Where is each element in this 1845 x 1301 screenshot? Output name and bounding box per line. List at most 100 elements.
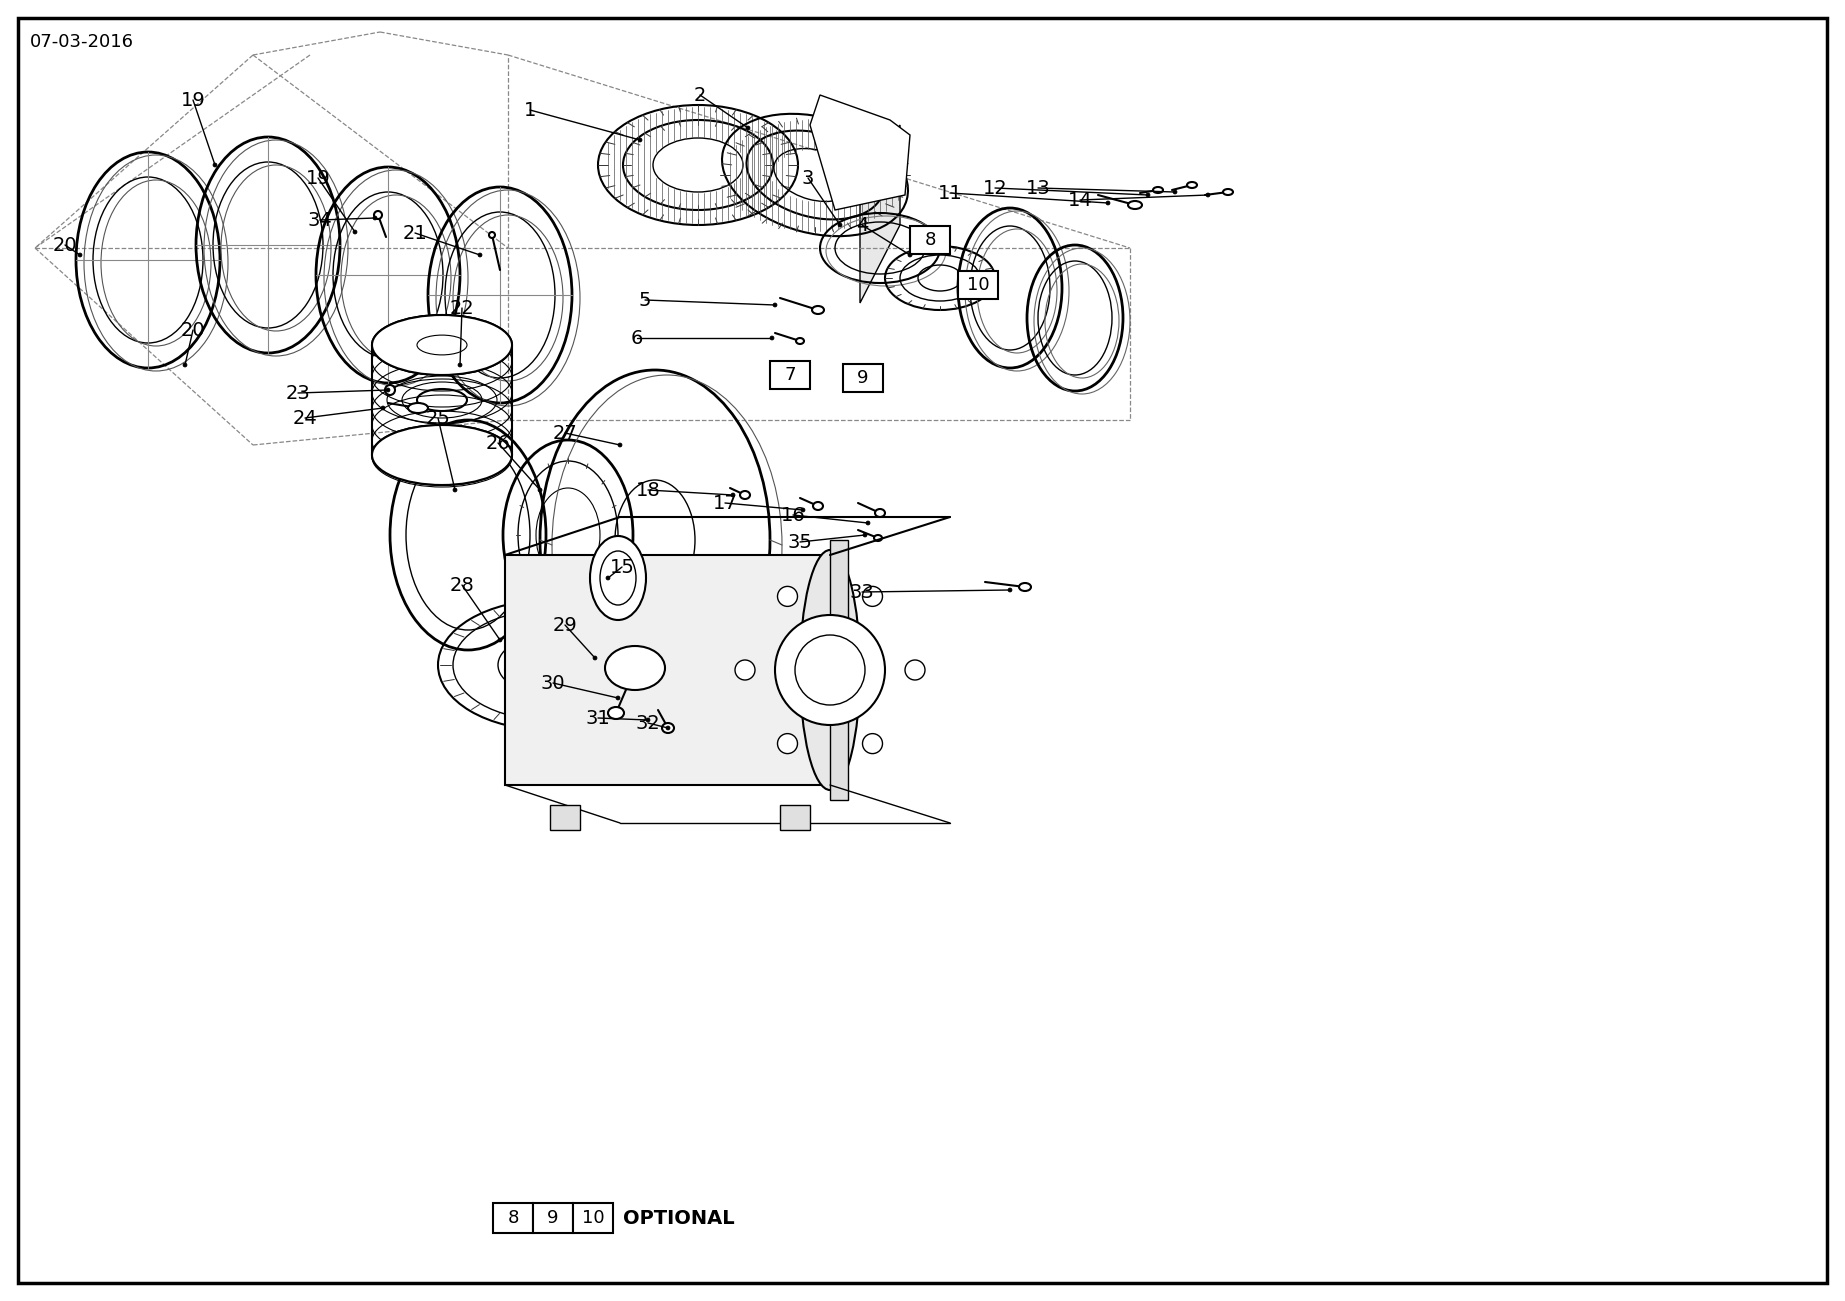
Text: 20: 20 — [54, 235, 77, 255]
Ellipse shape — [539, 488, 542, 492]
Text: 32: 32 — [637, 713, 661, 732]
Text: 5: 5 — [638, 290, 651, 310]
Bar — [843, 364, 884, 392]
Ellipse shape — [773, 303, 777, 307]
Ellipse shape — [875, 509, 886, 516]
Ellipse shape — [373, 216, 376, 220]
Text: 8: 8 — [924, 232, 935, 248]
Text: 3: 3 — [803, 169, 814, 187]
Text: 28: 28 — [450, 575, 474, 595]
Ellipse shape — [777, 734, 797, 753]
Ellipse shape — [908, 252, 911, 258]
Ellipse shape — [731, 493, 734, 497]
Ellipse shape — [382, 406, 386, 410]
Ellipse shape — [616, 696, 620, 700]
Text: 12: 12 — [983, 178, 1007, 198]
Text: 24: 24 — [293, 409, 317, 428]
Ellipse shape — [795, 338, 804, 343]
Ellipse shape — [592, 656, 598, 660]
Ellipse shape — [212, 163, 218, 167]
Bar — [493, 1203, 533, 1233]
Ellipse shape — [183, 363, 186, 367]
Text: 6: 6 — [631, 328, 644, 347]
Text: 11: 11 — [937, 183, 963, 203]
Text: 2: 2 — [694, 86, 707, 104]
Ellipse shape — [666, 726, 670, 730]
Ellipse shape — [605, 576, 611, 580]
Polygon shape — [860, 125, 900, 303]
Ellipse shape — [646, 718, 649, 722]
Ellipse shape — [906, 660, 924, 680]
Text: 34: 34 — [308, 211, 332, 229]
Text: 20: 20 — [181, 320, 205, 340]
Ellipse shape — [734, 660, 755, 680]
Ellipse shape — [1007, 588, 1013, 592]
Ellipse shape — [1153, 187, 1162, 193]
Text: 9: 9 — [858, 369, 869, 386]
Text: 07-03-2016: 07-03-2016 — [30, 33, 135, 51]
Ellipse shape — [801, 507, 804, 513]
Ellipse shape — [352, 230, 356, 234]
Text: 9: 9 — [548, 1209, 559, 1227]
Text: 15: 15 — [609, 558, 635, 576]
Ellipse shape — [775, 615, 886, 725]
Bar — [780, 805, 810, 830]
Bar — [958, 271, 998, 299]
Polygon shape — [506, 556, 830, 785]
Ellipse shape — [77, 252, 81, 258]
Ellipse shape — [769, 336, 775, 340]
Ellipse shape — [801, 550, 860, 790]
Text: 19: 19 — [306, 169, 330, 187]
Ellipse shape — [740, 490, 751, 500]
Text: 27: 27 — [554, 424, 577, 442]
Ellipse shape — [498, 637, 502, 641]
Ellipse shape — [1018, 583, 1031, 591]
Ellipse shape — [600, 552, 637, 605]
Text: 4: 4 — [856, 216, 869, 234]
Text: 14: 14 — [1068, 190, 1092, 209]
Text: 1: 1 — [524, 100, 537, 120]
Ellipse shape — [1105, 200, 1111, 206]
Text: 35: 35 — [788, 532, 812, 552]
Text: 23: 23 — [286, 384, 310, 402]
Ellipse shape — [875, 535, 882, 541]
Ellipse shape — [865, 520, 871, 526]
Text: 19: 19 — [181, 91, 205, 109]
Bar — [574, 1203, 613, 1233]
Ellipse shape — [506, 602, 734, 738]
Ellipse shape — [386, 385, 395, 396]
Polygon shape — [810, 95, 910, 209]
Ellipse shape — [373, 425, 513, 485]
Ellipse shape — [618, 444, 622, 448]
Ellipse shape — [478, 252, 482, 258]
Text: 29: 29 — [554, 615, 577, 635]
Ellipse shape — [812, 306, 825, 314]
Text: 30: 30 — [541, 674, 565, 692]
Ellipse shape — [373, 315, 513, 375]
Bar — [910, 226, 950, 254]
Ellipse shape — [795, 635, 865, 705]
Text: 25: 25 — [426, 409, 450, 428]
Ellipse shape — [489, 232, 494, 238]
Bar — [830, 540, 849, 800]
Ellipse shape — [862, 587, 882, 606]
Text: 10: 10 — [967, 276, 989, 294]
Text: 31: 31 — [585, 709, 611, 727]
Ellipse shape — [638, 138, 642, 142]
Ellipse shape — [605, 647, 664, 690]
Text: 22: 22 — [450, 298, 474, 317]
Ellipse shape — [386, 388, 389, 392]
Text: 16: 16 — [780, 506, 806, 524]
Ellipse shape — [662, 723, 673, 732]
Ellipse shape — [777, 587, 797, 606]
Text: 26: 26 — [485, 433, 511, 453]
Text: 10: 10 — [581, 1209, 605, 1227]
Bar — [769, 360, 810, 389]
Ellipse shape — [408, 403, 428, 412]
Ellipse shape — [375, 211, 382, 219]
Ellipse shape — [814, 502, 823, 510]
Ellipse shape — [1186, 182, 1197, 189]
Text: 13: 13 — [1026, 178, 1050, 198]
Ellipse shape — [1223, 189, 1232, 195]
Bar — [550, 805, 579, 830]
